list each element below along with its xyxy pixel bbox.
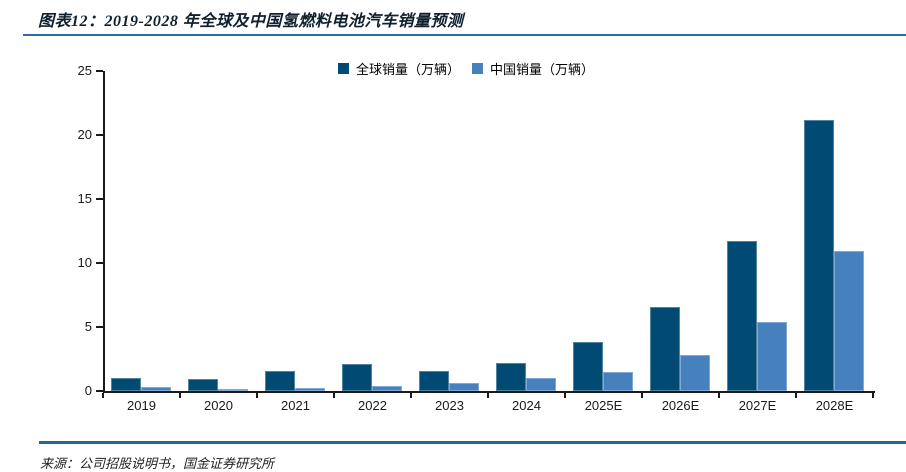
- bar-china-2026E: [680, 355, 710, 391]
- y-tick-label: 5: [84, 319, 92, 334]
- x-axis-tick: [718, 393, 720, 398]
- x-axis-tick: [487, 393, 489, 398]
- x-axis-label: 2028E: [815, 398, 854, 413]
- x-axis-label: 2020: [204, 398, 233, 413]
- chart-legend: 全球销量（万辆） 中国销量（万辆）: [338, 59, 594, 78]
- bar-global-2027E: [727, 241, 757, 391]
- y-tick-label: 10: [77, 255, 92, 270]
- x-axis-label: 2027E: [738, 398, 777, 413]
- y-axis-tick: [96, 70, 103, 72]
- x-axis-label: 2023: [435, 398, 464, 413]
- legend-label-global: 全球销量（万辆）: [356, 62, 461, 77]
- bar-global-2019: [111, 378, 141, 391]
- x-axis-tick: [872, 393, 874, 398]
- bar-global-2024: [496, 363, 526, 391]
- legend-swatch-global: [338, 63, 349, 74]
- x-axis-label: 2024: [512, 398, 541, 413]
- x-axis-label: 2022: [358, 398, 387, 413]
- x-axis-label: 2021: [281, 398, 310, 413]
- legend-swatch-china: [472, 63, 484, 74]
- x-axis-tick: [641, 393, 643, 398]
- legend-item-global: 全球销量（万辆）: [338, 59, 460, 78]
- x-axis-tick: [333, 393, 335, 398]
- x-axis-label: 2019: [127, 398, 156, 413]
- x-axis-tick: [410, 393, 412, 398]
- x-axis-tick: [256, 393, 258, 398]
- y-axis-tick: [96, 134, 103, 136]
- bar-china-2019: [141, 387, 171, 391]
- report-figure: 图表12：2019-2028 年全球及中国氢燃料电池汽车销量预测 全球销量（万辆…: [23, 13, 906, 471]
- x-axis-tick: [102, 393, 104, 398]
- bar-china-2024: [526, 378, 556, 391]
- bar-china-2025E: [603, 372, 633, 391]
- y-axis-tick: [96, 262, 103, 264]
- y-axis-tick: [96, 198, 103, 200]
- bar-global-2028E: [804, 120, 834, 391]
- x-axis-tick: [564, 393, 566, 398]
- title-underline: [23, 34, 906, 36]
- bar-global-2026E: [650, 307, 680, 391]
- y-tick-label: 15: [77, 191, 92, 206]
- plot-area: [103, 71, 875, 393]
- y-axis-tick: [96, 326, 103, 328]
- bar-global-2023: [419, 371, 449, 391]
- x-axis-tick: [179, 393, 181, 398]
- y-axis-tick: [96, 390, 103, 392]
- bar-global-2020: [188, 379, 218, 391]
- bar-global-2022: [342, 364, 372, 391]
- bar-global-2021: [265, 371, 295, 391]
- bar-global-2025E: [573, 342, 603, 391]
- bar-china-2022: [372, 386, 402, 391]
- bar-china-2027E: [757, 322, 787, 391]
- bar-china-2021: [295, 388, 325, 391]
- y-tick-label: 25: [77, 63, 92, 78]
- x-axis-label: 2025E: [584, 398, 623, 413]
- footer-rule: [39, 441, 906, 444]
- figure-title: 图表12：2019-2028 年全球及中国氢燃料电池汽车销量预测: [38, 13, 464, 30]
- y-tick-label: 0: [84, 383, 92, 398]
- bar-china-2020: [218, 389, 248, 391]
- legend-label-china: 中国销量（万辆）: [490, 62, 595, 77]
- source-note: 来源：公司招股说明书，国金证券研究所: [40, 456, 275, 471]
- x-axis-tick: [795, 393, 797, 398]
- bar-china-2028E: [834, 251, 864, 391]
- y-tick-label: 20: [77, 127, 92, 142]
- legend-item-china: 中国销量（万辆）: [472, 59, 594, 78]
- bar-china-2023: [449, 383, 479, 391]
- x-axis-label: 2026E: [661, 398, 700, 413]
